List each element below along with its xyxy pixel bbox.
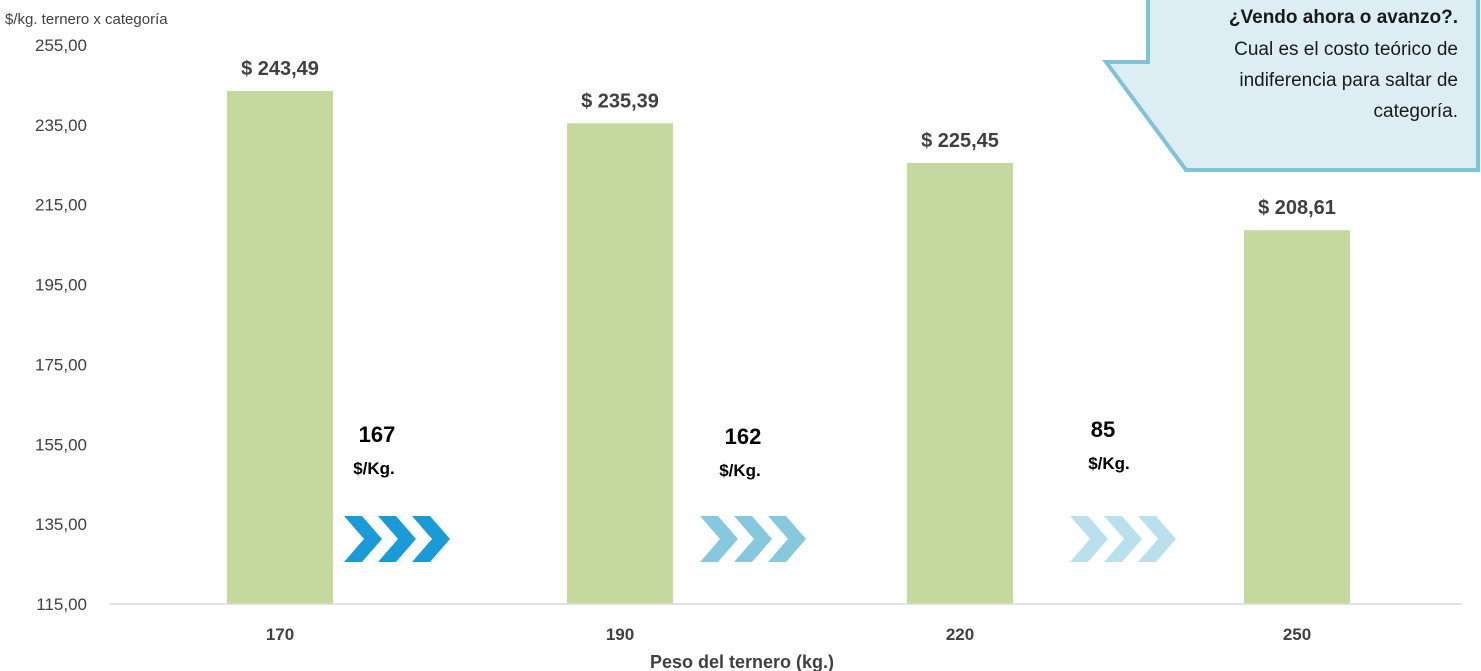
cost-unit: $/Kg. bbox=[1088, 454, 1130, 473]
bar bbox=[1244, 230, 1350, 604]
callout-line-1: Cual es el costo teórico de bbox=[1234, 39, 1458, 60]
callout-line-2: indiferencia para saltar de bbox=[1239, 70, 1458, 91]
x-tick-label: 170 bbox=[266, 625, 294, 644]
x-axis-ticks: 170 190 220 250 bbox=[266, 625, 1311, 644]
y-tick-label: 195,00 bbox=[35, 276, 87, 295]
y-tick-label: 255,00 bbox=[35, 36, 87, 55]
y-axis-ticks: 115,00 135,00 155,00 175,00 195,00 215,00 235,… bbox=[35, 36, 87, 614]
chevron-arrow-icon bbox=[344, 516, 382, 562]
callout-shape bbox=[1102, 0, 1480, 172]
data-label: $ 225,45 bbox=[921, 130, 999, 152]
x-tick-label: 220 bbox=[946, 625, 974, 644]
data-label: $ 235,39 bbox=[581, 90, 659, 112]
y-tick-label: 135,00 bbox=[35, 515, 87, 534]
chevron-arrow-icon bbox=[412, 516, 450, 562]
chevron-arrow-icon bbox=[700, 516, 738, 562]
bar bbox=[567, 123, 673, 604]
chevron-arrow-icon bbox=[1070, 516, 1108, 562]
callout-box: ¿Vendo ahora o avanzo?. Cual es el costo… bbox=[1102, 0, 1480, 172]
chevron-arrow-icon bbox=[1138, 516, 1176, 562]
chevron-arrow-icon bbox=[378, 516, 416, 562]
bar bbox=[907, 162, 1013, 604]
y-tick-label: 155,00 bbox=[35, 435, 87, 454]
x-tick-label: 250 bbox=[1283, 625, 1311, 644]
x-axis-title: Peso del ternero (kg.) bbox=[650, 652, 834, 671]
y-tick-label: 115,00 bbox=[36, 595, 87, 614]
callout-line-3: categoría. bbox=[1374, 101, 1459, 122]
cost-unit: $/Kg. bbox=[719, 461, 761, 480]
data-label: $ 208,61 bbox=[1258, 197, 1336, 219]
y-tick-label: 175,00 bbox=[35, 355, 87, 374]
chevron-arrow-icon bbox=[1104, 516, 1142, 562]
cost-unit: $/Kg. bbox=[353, 459, 395, 478]
callout-title: ¿Vendo ahora o avanzo?. bbox=[1229, 7, 1458, 28]
data-label: $ 243,49 bbox=[241, 58, 319, 80]
chevron-arrow-icon bbox=[734, 516, 772, 562]
cost-annotations: 167 $/Kg. 162 $/Kg. 85 $/Kg. bbox=[344, 417, 1176, 562]
y-tick-label: 215,00 bbox=[35, 196, 87, 215]
cost-value: 167 bbox=[359, 422, 396, 447]
cost-value: 85 bbox=[1091, 417, 1115, 442]
bars bbox=[227, 90, 1350, 605]
y-axis-title: $/kg. ternero x categoría bbox=[5, 11, 168, 28]
x-tick-label: 190 bbox=[606, 625, 634, 644]
y-tick-label: 235,00 bbox=[35, 116, 87, 135]
data-labels: $ 243,49 $ 235,39 $ 225,45 $ 208,61 bbox=[241, 58, 1336, 219]
cost-value: 162 bbox=[725, 424, 762, 449]
chevron-arrow-icon bbox=[768, 516, 806, 562]
bar bbox=[227, 90, 333, 605]
